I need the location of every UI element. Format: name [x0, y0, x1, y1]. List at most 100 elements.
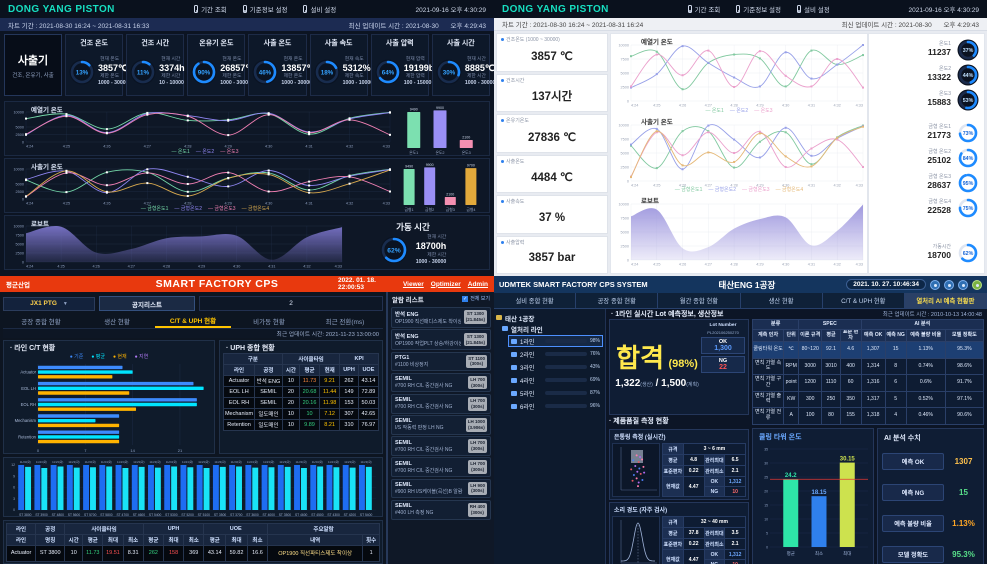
alarm-item[interactable]: SEMIL #700 RH C/L 중간검사 NG LH 700 (300s)	[391, 393, 491, 414]
nav-link-admin[interactable]: Admin	[467, 280, 488, 288]
tree-line-5라인[interactable]: 5라인 87%	[508, 387, 603, 399]
notice-list-tab[interactable]: 공지리스트	[99, 296, 195, 312]
kpi-title: 건조 시간	[141, 40, 170, 47]
tab-1[interactable]: 생산 현황	[104, 319, 130, 327]
svg-text:5000: 5000	[621, 151, 629, 155]
kpi-values: 현재 온도 13857℃ 제한 온도 1000 - 30000	[281, 57, 316, 87]
menu-item-0[interactable]: 기간 조회	[687, 4, 720, 14]
menu-item-1[interactable]: 기준정보 설정	[736, 4, 781, 14]
svg-text:4:28: 4:28	[184, 202, 191, 206]
q2-brand: DONG YANG PISTON	[502, 3, 609, 15]
svg-text:4:31: 4:31	[268, 265, 275, 269]
menu-item-2[interactable]: 설비 설정	[796, 4, 830, 14]
alarm-item[interactable]: PTG1 #1100 비상정지 ST 1100 (300s)	[391, 351, 491, 372]
monitor-icon[interactable]	[944, 279, 954, 290]
tree-group[interactable]: 열처리 라인	[502, 323, 603, 334]
alarm-show-all-toggle[interactable]: ✓ 전체 보기	[462, 295, 490, 302]
kpi-current-label: 현재 시간	[161, 56, 181, 62]
svg-text:4:27: 4:27	[705, 183, 712, 187]
menu-item-2[interactable]: 설비 설정	[303, 4, 336, 14]
alarm-duration: (3.906s)	[467, 424, 485, 430]
message-icon[interactable]	[930, 279, 940, 290]
gauge-value: 22528	[927, 205, 951, 216]
alarm-message: #700 RH C/L 중간검사 NG	[395, 383, 453, 390]
alarm-line-name: 반석 ENG	[395, 311, 419, 318]
kpi-title: 건조 온도	[80, 40, 108, 47]
tab-2[interactable]: 월간 종합 현황	[658, 293, 741, 308]
tab-1[interactable]: 공장 종합 현황	[576, 293, 659, 308]
tab-3[interactable]: 비가동 현황	[253, 319, 285, 327]
svg-text:24.2: 24.2	[785, 473, 797, 479]
count-separator: /	[655, 378, 659, 389]
q2-gauges: 온도1 11237 37% 온도2 13322 44% 온도3 15883 53% 금형 온도1 2…	[868, 33, 985, 274]
lot-info-column: Lot Number PL202106250270 OK 1,300 NG 22	[701, 323, 745, 411]
alarm-item[interactable]: 반석 ENG OP1900 직선패디스제도 착이상 ST 1300 (21.845s)	[391, 306, 491, 328]
cooling-tower-chart: 0 5 10 15 20 25 30 35 24.2 평균 18.15 최소 30.15 최대	[755, 443, 871, 557]
tab-5[interactable]: 열처리 AI 예측 현황판	[904, 293, 987, 308]
q1-chart-period: 차트 기간 : 2021-08-30 16:24 ~ 2021-08-31 16…	[8, 22, 150, 30]
alarm-item[interactable]: 반석 ENG OP1900 작업PLT 상승/하강이상 ST 1300 (21.845…	[391, 329, 491, 350]
svg-text:11/23(화): 11/23(화)	[133, 460, 144, 464]
kpi-gauge: 13%	[69, 59, 95, 85]
progress-gauge: 13%	[69, 59, 95, 84]
bell-chart: 37.8	[620, 520, 657, 564]
tab-0[interactable]: 설비 종합 현황	[494, 293, 577, 308]
svg-text:62%: 62%	[387, 248, 400, 255]
mini-bar-chart: 9490 금형1 9900 금형2 2100 금형3 9700 금형4	[403, 163, 477, 212]
alarm-item[interactable]: SEMIL #900 RH I/S케이블(곡선)B 알람 LH 900 (300s)	[391, 478, 491, 499]
menu-item-1[interactable]: 기준정보 설정	[242, 4, 287, 14]
svg-text:4:31: 4:31	[808, 183, 815, 187]
svg-text:4:24: 4:24	[26, 265, 33, 269]
svg-text:4:29: 4:29	[198, 265, 205, 269]
kpi-body: 18% 현재 속도 5312% 제한 속도 1000 - 10000	[314, 50, 373, 93]
production-count: 1,322(생산) / 1,500(계획)	[615, 378, 698, 389]
tree-root[interactable]: 태산 1공장	[496, 312, 603, 323]
menu-item-label: 설비 설정	[310, 7, 337, 14]
user-icon[interactable]	[958, 279, 968, 290]
svg-text:4:28: 4:28	[730, 183, 737, 187]
alarm-item[interactable]: SEMIL #700 RH C/L 중간검사 NG LH 700 (300s)	[391, 436, 491, 456]
tree-line-6라인[interactable]: 6라인 96%	[508, 400, 603, 412]
detail-row: Actuator ST 3800 10 11.73 19.51 8.31 262 158 369…	[5, 544, 380, 562]
nav-link-optimizer[interactable]: Optimizer	[430, 280, 461, 288]
chart-plot: 0 2500 5000 10000 4:24 4:25 4:26 4:27 4:28 4:29 4:…	[8, 166, 394, 206]
nav-link-viewer[interactable]: Viewer	[402, 280, 424, 288]
ct-bar-chart: 0 7 14 21 Actuator EOL LH EOL RH Mechanism Reten…	[6, 360, 212, 453]
alarm-item[interactable]: SEMIL #700 RH C/L 중간검사 NG LH 700 (300s)	[391, 372, 491, 393]
tab-2[interactable]: C/T & UPH 현황	[155, 314, 231, 328]
tree-line-2라인[interactable]: 2라인 76%	[508, 348, 603, 360]
alarm-item[interactable]: SEMIL #400 LH 측정 NG RH 400 (300s)	[391, 499, 491, 520]
device-icon	[303, 5, 308, 13]
tree-line-3라인[interactable]: 3라인 43%	[508, 361, 603, 373]
tab-4[interactable]: 최근 전환(ms)	[325, 319, 365, 327]
q4-right-column: 분류 SPEC AI 분석 계측 인자 단위 이론 규격 평균 표준 편차 예측 OK 예측 NG…	[751, 319, 985, 564]
kpi-current-value: 3374h	[159, 62, 185, 73]
menu-item-0[interactable]: 기간 조회	[194, 4, 227, 14]
tree-line-1라인[interactable]: 1라인 98%	[508, 335, 603, 347]
plan-unit: (계획)	[686, 382, 699, 388]
q1-update-label: 최신 업데이트 시간 : 2021-08-30	[348, 22, 439, 30]
tab-4[interactable]: C/T & UPH 현황	[823, 293, 905, 308]
measure-row: 규격 3 ~ 6 mm 평균 4.8 관리최대 6.5 표준편차 0.22 관리최소 2.1 현재값…	[612, 442, 747, 497]
quad-smart-factory-cps: 평군산업 SMART FACTORY CPS 2022. 01. 18. 22:…	[0, 276, 494, 564]
tree-line-4라인[interactable]: 4라인 69%	[508, 374, 603, 386]
svg-text:4:24: 4:24	[26, 145, 33, 149]
q1-header: DONG YANG PISTON 기간 조회 기준정보 설정 설비 설정 2021-…	[0, 0, 494, 18]
tab-0[interactable]: 공장 종합 현황	[21, 319, 61, 327]
svg-text:4:33: 4:33	[856, 183, 863, 187]
alarm-item[interactable]: SEMIL I/S 작동력 판정 LH NG LH 1000 (3.906s)	[391, 415, 491, 435]
power-icon[interactable]	[972, 279, 982, 290]
gauge-row: 온도1 11237 37%	[874, 37, 979, 62]
kpi-current-value: 5312%	[342, 62, 371, 73]
alarm-item[interactable]: SEMIL #700 RH C/L 중간검사 NG LH 700 (300s)	[391, 457, 491, 478]
progress-gauge: 18%	[314, 59, 340, 84]
q3-tabs: 공장 종합 현황 생산 현황 C/T & UPH 현황 비가동 현황 최근 전환(ms)	[3, 314, 383, 329]
q3-nav: Viewer Optimizer Admin	[403, 281, 488, 288]
svg-text:3: 3	[13, 497, 15, 501]
alarm-station: LH 900	[470, 482, 485, 488]
q3-body: JX1 PTG ▼ 공지리스트 2 공장 종합 현황 생산 현황 C/T & UPH…	[0, 292, 494, 564]
gauge-text: 금형 온도3 28637	[927, 174, 951, 190]
tab-3[interactable]: 생산 현황	[741, 293, 823, 308]
line-select-dropdown[interactable]: JX1 PTG ▼	[3, 296, 95, 311]
